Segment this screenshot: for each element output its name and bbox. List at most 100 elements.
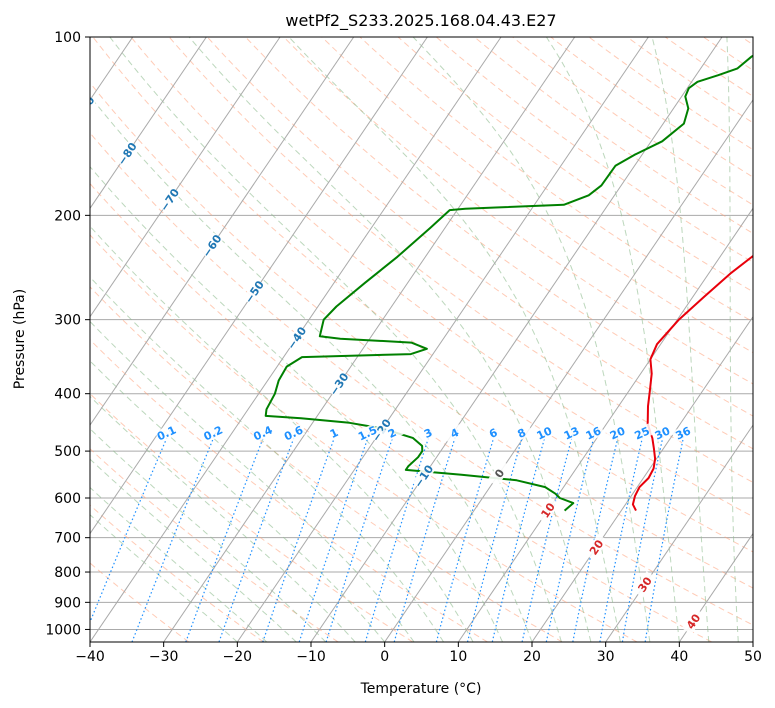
x-tick-label: 40 xyxy=(670,649,688,665)
dry-adiabat xyxy=(90,286,563,642)
dry-adiabat xyxy=(90,504,264,642)
mixing-ratio-label-text: 16 xyxy=(584,424,604,442)
moist-adiabat xyxy=(90,428,327,642)
isotherm-label-bg xyxy=(536,497,560,524)
mixing-ratio-label-bg xyxy=(154,423,178,443)
mixing-ratio-line xyxy=(521,429,575,642)
moist-adiabat xyxy=(90,486,268,642)
mixing-ratio-label-bg xyxy=(481,423,505,443)
mixing-ratio-line xyxy=(572,429,621,642)
mixing-ratio-line xyxy=(262,429,338,642)
mixing-ratio-line xyxy=(545,429,597,642)
mixing-ratio-label: 10 xyxy=(532,423,556,443)
dry-adiabat xyxy=(512,37,753,206)
isotherm-label-bg xyxy=(284,324,309,352)
y-tick-label: 500 xyxy=(54,444,81,460)
y-tick-label: 600 xyxy=(54,491,81,507)
mixing-ratio-label: 36 xyxy=(671,423,695,443)
mixing-ratio-line xyxy=(325,429,396,642)
mixing-ratio-label-bg xyxy=(650,423,674,443)
mixing-ratio-label: 13 xyxy=(559,423,583,443)
isotherm-line xyxy=(90,37,207,210)
mixing-ratio-label: 3 xyxy=(416,423,440,443)
mixing-ratio-lines xyxy=(90,429,686,642)
dry-adiabat xyxy=(474,37,753,234)
x-tick-label: 0 xyxy=(380,649,389,665)
dry-adiabat xyxy=(92,37,753,553)
mixing-ratio-label: 20 xyxy=(605,423,629,443)
mixing-ratio-label-bg xyxy=(416,423,440,443)
mixing-ratio-label: 4 xyxy=(442,423,467,443)
x-tick-label: −40 xyxy=(75,649,105,665)
mixing-ratio-label: 16 xyxy=(581,423,605,443)
mixing-ratio-label-bg xyxy=(605,423,629,443)
mixing-ratio-label-bg xyxy=(630,423,654,443)
mixing-ratio-line xyxy=(599,429,645,642)
x-tick-label: −20 xyxy=(223,649,253,665)
mixing-ratio-label-text: 36 xyxy=(674,424,694,442)
mixing-ratio-label: 2 xyxy=(380,423,404,443)
isotherm-line xyxy=(236,37,649,642)
moist-adiabat xyxy=(90,458,297,642)
moist-adiabat xyxy=(90,165,503,642)
isotherm-label-bg xyxy=(327,370,351,398)
x-tick-label: 30 xyxy=(597,649,615,665)
mixing-ratio-line xyxy=(364,429,432,642)
y-axis-ticks: 100 200 300 400 500 600 700 800 900 1000 xyxy=(45,30,90,638)
isotherm-line xyxy=(384,98,753,642)
mixing-ratio-line xyxy=(393,429,459,642)
moist-adiabat xyxy=(90,225,474,642)
mixing-ratio-label-bg xyxy=(201,423,225,443)
isotherm-label-bg xyxy=(487,460,512,487)
dewpoint-line xyxy=(264,54,753,512)
mixing-ratio-line xyxy=(466,429,525,642)
mixing-ratio-label-bg xyxy=(251,423,275,443)
mixing-ratio-label-bg xyxy=(442,423,467,443)
mixing-ratio-line xyxy=(298,429,372,642)
x-axis-label: Temperature (°C) xyxy=(360,681,482,697)
y-tick-label: 100 xyxy=(54,30,81,46)
isotherm-label-bg xyxy=(411,462,436,490)
y-axis-label: Pressure (hPa) xyxy=(12,289,28,389)
isotherm-line xyxy=(678,532,753,642)
mixing-ratio-line xyxy=(435,429,497,642)
mixing-ratio-label: 8 xyxy=(509,423,534,443)
y-tick-label: 900 xyxy=(54,595,81,611)
mixing-ratio-label: 30 xyxy=(650,423,674,443)
isotherm-line xyxy=(310,37,723,642)
x-tick-label: −30 xyxy=(149,649,179,665)
isotherm-label-bg xyxy=(200,232,224,260)
mixing-ratio-label-text: 30 xyxy=(653,424,673,442)
y-tick-label: 300 xyxy=(54,313,81,329)
mixing-ratio-label-bg xyxy=(559,423,583,443)
dry-adiabat xyxy=(435,37,753,263)
moist-adiabat xyxy=(90,95,533,642)
profile-series xyxy=(264,54,753,512)
y-tick-label: 1000 xyxy=(45,622,81,638)
isotherm-line xyxy=(90,37,428,535)
isotherm-label-bg xyxy=(115,140,139,167)
mixing-ratio-line xyxy=(218,429,298,642)
moist-adiabats xyxy=(90,37,739,642)
pressure-gridlines xyxy=(90,37,753,630)
mixing-ratio-label-text: 13 xyxy=(562,424,581,442)
moist-adiabat xyxy=(90,276,445,642)
moist-adiabat xyxy=(90,514,238,642)
plot-area: −100−90−80−70−60−50−40−30−20−10010203040… xyxy=(90,37,753,642)
isotherm-label-bg xyxy=(90,94,97,121)
mixing-ratio-label-bg xyxy=(380,423,404,443)
mixing-ratio-line xyxy=(185,429,268,642)
dry-adiabat xyxy=(130,37,753,518)
mixing-ratio-label-bg xyxy=(581,423,605,443)
mixing-ratio-label-text: 25 xyxy=(633,424,652,442)
mixing-ratio-label-bg xyxy=(281,423,306,443)
isotherm-line xyxy=(457,207,753,642)
isotherm-label-bg xyxy=(681,608,706,635)
isotherm-label: 0 xyxy=(487,460,512,487)
dry-adiabat xyxy=(90,448,339,642)
moist-adiabat xyxy=(726,37,739,642)
mixing-ratio-label-bg xyxy=(671,423,695,443)
y-tick-label: 800 xyxy=(54,565,81,581)
moist-adiabat xyxy=(545,37,680,642)
x-tick-label: 10 xyxy=(449,649,467,665)
